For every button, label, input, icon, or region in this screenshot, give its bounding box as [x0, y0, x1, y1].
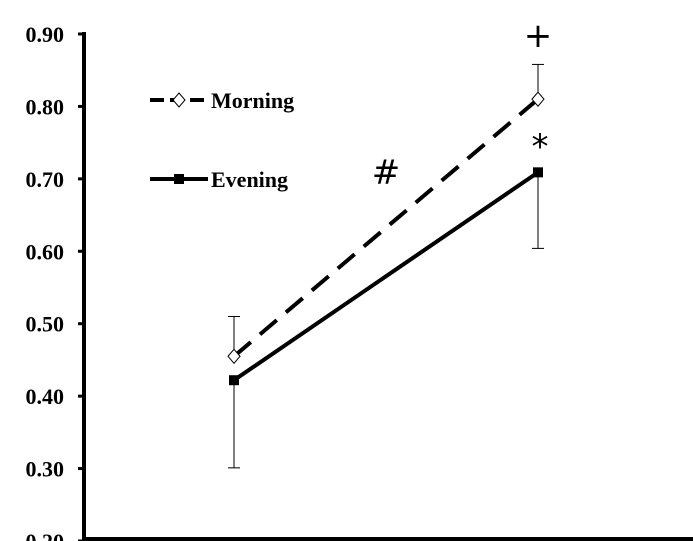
y-tick-label: 0.70 — [26, 167, 65, 192]
legend-label-evening: Evening — [211, 167, 288, 192]
series-line-morning — [232, 97, 540, 358]
axes — [82, 32, 693, 541]
y-tick-label: 0.80 — [26, 94, 65, 119]
marker-morning — [227, 348, 241, 365]
series-markers — [227, 91, 545, 386]
y-tick-label: 0.20 — [26, 529, 65, 541]
legend-marker-evening — [174, 174, 184, 184]
legend-marker-morning — [172, 92, 186, 108]
annotation-hash: # — [372, 153, 401, 193]
annotation-asterisk: * — [532, 127, 549, 167]
y-tick-label: 0.50 — [26, 312, 65, 337]
y-tick-label: 0.40 — [26, 384, 65, 409]
y-tick-label: 0.30 — [26, 457, 65, 482]
y-tick-label: 0.90 — [26, 22, 65, 47]
y-ticks: 0.20 0.30 0.40 0.50 0.60 0.70 0.80 0.90 — [26, 22, 84, 541]
marker-evening — [533, 167, 543, 178]
legend-label-morning: Morning — [211, 88, 294, 113]
series-lines — [232, 97, 540, 382]
annotations: + * # — [372, 16, 553, 193]
marker-morning — [531, 91, 545, 107]
legend: Morning Evening — [150, 88, 294, 192]
y-tick-label: 0.60 — [26, 239, 65, 264]
annotation-plus: + — [524, 16, 553, 56]
series-line-evening — [232, 170, 540, 382]
marker-evening — [229, 375, 239, 386]
error-bars — [228, 63, 544, 469]
